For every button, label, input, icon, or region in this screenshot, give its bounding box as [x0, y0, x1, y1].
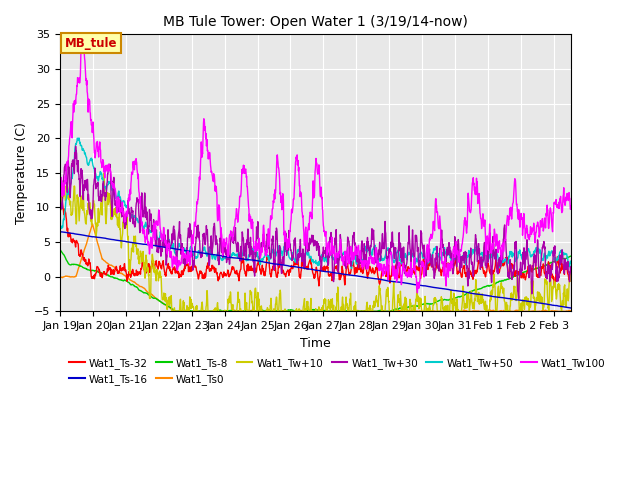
X-axis label: Time: Time — [300, 336, 331, 349]
Text: MB_tule: MB_tule — [65, 37, 117, 50]
Legend: Wat1_Ts-32, Wat1_Ts-16, Wat1_Ts-8, Wat1_Ts0, Wat1_Tw+10, Wat1_Tw+30, Wat1_Tw+50,: Wat1_Ts-32, Wat1_Ts-16, Wat1_Ts-8, Wat1_… — [65, 354, 610, 389]
Y-axis label: Temperature (C): Temperature (C) — [15, 122, 28, 224]
Title: MB Tule Tower: Open Water 1 (3/19/14-now): MB Tule Tower: Open Water 1 (3/19/14-now… — [163, 15, 468, 29]
